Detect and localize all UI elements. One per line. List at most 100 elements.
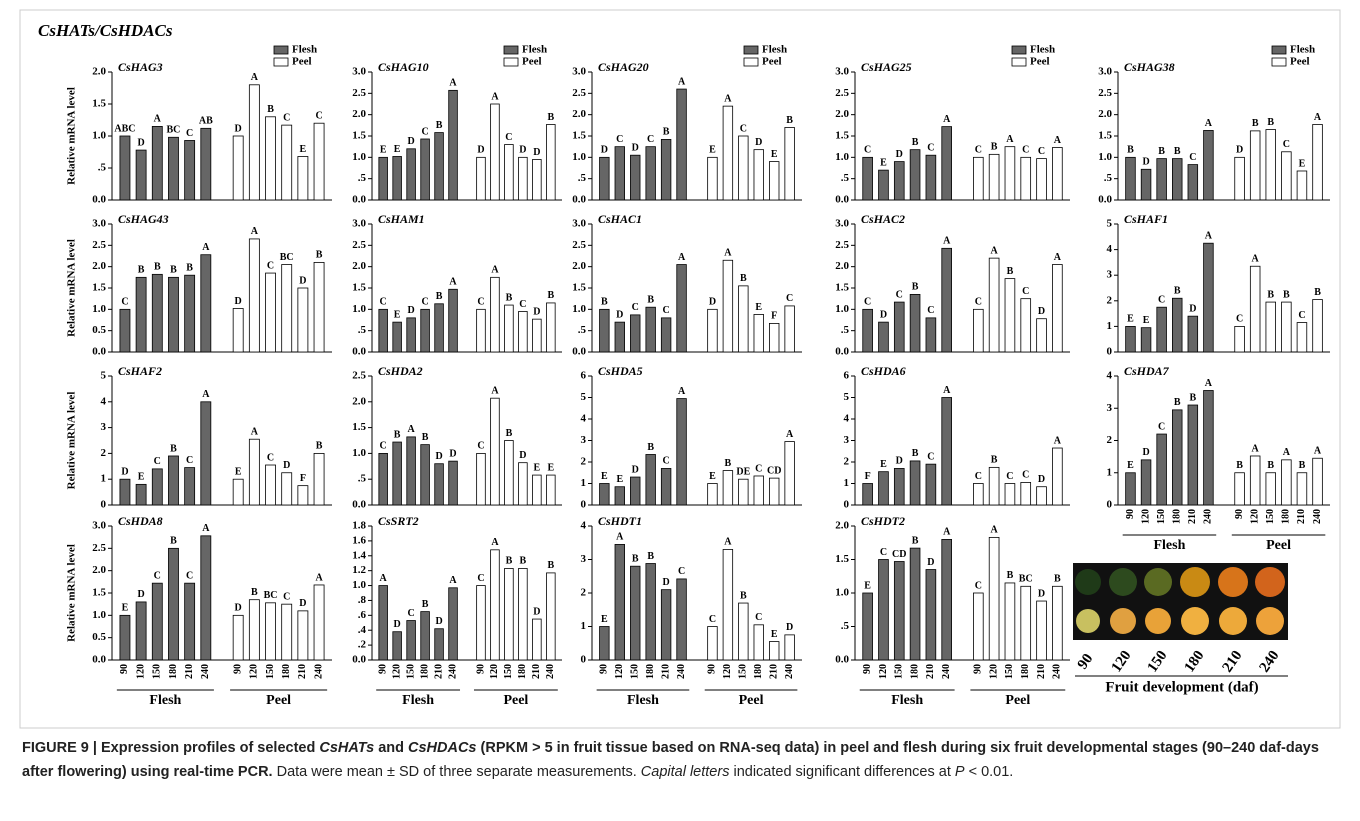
significance-letter: A — [1054, 435, 1062, 446]
panel-title: CsHDA8 — [118, 514, 163, 528]
x-tick-label: 90 — [119, 664, 130, 674]
x-tick-label: 150 — [630, 664, 641, 679]
significance-letter: ABC — [114, 123, 135, 134]
group-label: Flesh — [149, 693, 181, 708]
significance-letter: B — [991, 455, 998, 466]
bar — [248, 599, 260, 661]
bar — [135, 601, 147, 661]
x-tick-label: 150 — [1004, 664, 1015, 679]
bar — [1281, 301, 1292, 353]
significance-letter: BC — [264, 590, 278, 601]
significance-letter: B — [436, 120, 443, 131]
bar — [490, 549, 500, 661]
significance-letter: D — [632, 142, 639, 153]
bar — [862, 308, 873, 353]
y-tick-label: 0.0 — [572, 194, 586, 206]
significance-letter: C — [186, 455, 193, 466]
x-tick-label: 90 — [1234, 509, 1245, 519]
significance-letter: AB — [199, 116, 213, 127]
bar — [925, 317, 937, 353]
significance-letter: A — [1205, 378, 1213, 389]
bar — [1265, 301, 1276, 353]
y-tick-label: .6 — [358, 609, 367, 621]
bar — [392, 631, 402, 661]
bar — [862, 156, 873, 201]
panel-title: CsHAC2 — [861, 212, 905, 226]
legend-swatch — [503, 57, 519, 67]
bar — [676, 88, 687, 201]
y-tick-label: .5 — [578, 172, 587, 184]
y-tick-label: 3.0 — [352, 66, 366, 78]
significance-letter: C — [408, 608, 415, 619]
significance-letter: F — [771, 311, 777, 322]
y-tick-label: 4 — [1107, 370, 1113, 382]
significance-letter: E — [880, 459, 887, 470]
significance-letter: D — [786, 622, 793, 633]
significance-letter: D — [880, 309, 887, 320]
y-tick-label: 6 — [844, 370, 850, 382]
bar — [1187, 404, 1199, 506]
y-tick-label: 3.0 — [572, 218, 586, 230]
significance-letter: BC — [167, 125, 181, 136]
significance-letter: E — [547, 462, 554, 473]
significance-letter: D — [299, 598, 306, 609]
bar — [1036, 486, 1047, 506]
bar — [753, 149, 764, 201]
photo-day: 210 — [1220, 648, 1246, 676]
significance-letter: B — [138, 265, 145, 276]
significance-letter: B — [1283, 289, 1290, 300]
significance-letter: D — [663, 577, 670, 588]
significance-letter: D — [435, 616, 442, 627]
bar — [434, 628, 444, 661]
y-tick-label: 0.0 — [835, 194, 849, 206]
significance-letter: C — [927, 305, 934, 316]
x-tick-label: 150 — [503, 664, 514, 679]
y-tick-label: .4 — [358, 624, 367, 636]
y-tick-label: 0 — [101, 499, 107, 511]
bar — [630, 565, 641, 661]
panel-title: CsHAG25 — [861, 60, 912, 74]
y-tick-label: 5 — [581, 391, 587, 403]
bar — [925, 154, 937, 201]
significance-letter: C — [519, 299, 526, 310]
y-tick-label: 4 — [844, 413, 850, 425]
significance-letter: BC — [1019, 574, 1033, 585]
significance-letter: C — [186, 570, 193, 581]
y-tick-label: 0.0 — [352, 194, 366, 206]
y-tick-label: 1.5 — [352, 130, 366, 142]
x-tick-label: 150 — [738, 664, 749, 679]
bar — [660, 589, 672, 661]
x-tick-label: 90 — [707, 664, 718, 674]
y-tick-label: 1 — [1107, 466, 1113, 478]
bar — [378, 452, 388, 506]
panel-title: CsHAG3 — [118, 60, 163, 74]
significance-letter: C — [1038, 146, 1045, 157]
bar — [151, 582, 163, 661]
significance-letter: C — [927, 451, 934, 462]
significance-letter: E — [601, 614, 608, 625]
legend-label: Flesh — [1030, 44, 1055, 56]
y-tick-label: 0.0 — [835, 654, 849, 666]
y-tick-label: 1 — [581, 477, 587, 489]
y-tick-label: 2.0 — [92, 564, 106, 576]
bar — [151, 468, 163, 506]
legend-swatch — [1011, 57, 1027, 67]
significance-letter: E — [709, 471, 716, 482]
x-tick-label: 240 — [1312, 509, 1323, 524]
panel-title: CsHAF1 — [1124, 212, 1168, 226]
bar — [532, 159, 542, 201]
bar — [184, 582, 196, 661]
bar — [434, 463, 444, 506]
significance-letter: D — [1236, 145, 1243, 156]
bar — [988, 466, 1000, 506]
y-tick-label: 0 — [844, 499, 850, 511]
bar — [1140, 327, 1152, 353]
photo-days: 90 120 150 180 210 240 — [1075, 648, 1283, 676]
significance-letter: A — [491, 537, 499, 548]
significance-letter: B — [1054, 574, 1061, 585]
significance-letter: D — [533, 606, 540, 617]
significance-letter: B — [1267, 460, 1274, 471]
y-tick-label: 1.5 — [92, 282, 106, 294]
x-tick-label: 240 — [784, 664, 795, 679]
bar — [420, 444, 430, 506]
